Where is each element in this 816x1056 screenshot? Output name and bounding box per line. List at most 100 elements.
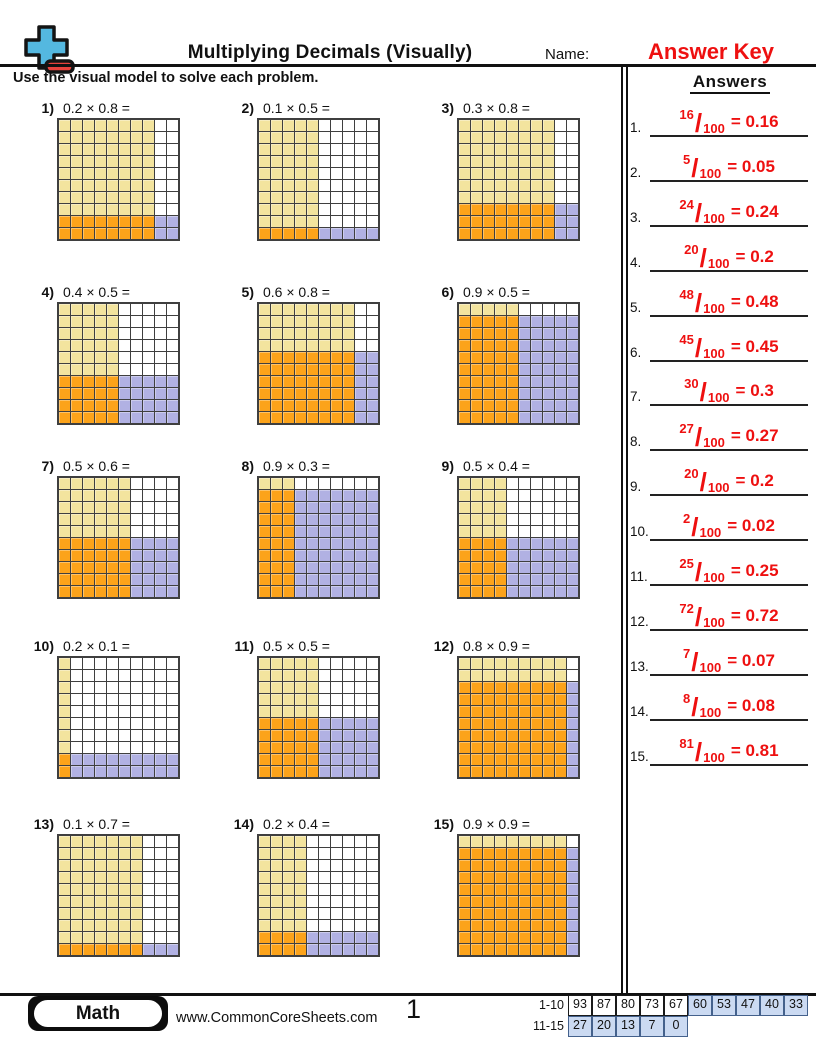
grid-cell bbox=[531, 316, 542, 327]
grid-cell bbox=[155, 718, 166, 729]
grid-cell bbox=[495, 766, 506, 777]
grid-cell bbox=[471, 168, 482, 179]
grid-cell bbox=[155, 742, 166, 753]
grid-cell bbox=[319, 730, 330, 741]
grid-cell bbox=[483, 180, 494, 191]
grid-cell bbox=[507, 754, 518, 765]
grid-cell bbox=[143, 872, 154, 883]
grid-cell bbox=[459, 144, 470, 155]
grid-cell bbox=[459, 586, 470, 597]
answer-fraction: 7/100 = 0.07 bbox=[650, 645, 808, 677]
grid-cell bbox=[355, 340, 366, 351]
grid-cell bbox=[555, 502, 566, 513]
problem: 13) 0.1 × 0.7 = bbox=[28, 816, 220, 957]
grid-cell bbox=[295, 836, 306, 847]
grid-cell bbox=[59, 412, 70, 423]
grid-cell bbox=[283, 884, 294, 895]
grid-cell bbox=[483, 502, 494, 513]
decimal-grid bbox=[257, 118, 380, 241]
grid-cell bbox=[343, 908, 354, 919]
grid-cell bbox=[283, 706, 294, 717]
answer-line bbox=[650, 764, 808, 766]
problem-label: 15) 0.9 × 0.9 = bbox=[428, 816, 620, 833]
grid-cell bbox=[483, 376, 494, 387]
grid-cell bbox=[271, 502, 282, 513]
grid-cell bbox=[143, 574, 154, 585]
grid-cell bbox=[107, 754, 118, 765]
grid-cell bbox=[531, 908, 542, 919]
problem-number: 4) bbox=[41, 284, 54, 300]
grid-cell bbox=[507, 388, 518, 399]
grid-cell bbox=[71, 836, 82, 847]
grid-cell bbox=[83, 944, 94, 955]
grid-cell bbox=[459, 192, 470, 203]
grid-cell bbox=[531, 502, 542, 513]
problem-label: 7) 0.5 × 0.6 = bbox=[28, 458, 220, 475]
grid-cell bbox=[295, 658, 306, 669]
grid-cell bbox=[355, 848, 366, 859]
grid-cell bbox=[555, 754, 566, 765]
grid-cell bbox=[95, 920, 106, 931]
grid-cell bbox=[107, 412, 118, 423]
decimal-grid bbox=[257, 656, 380, 779]
grid-cell bbox=[259, 400, 270, 411]
grid-cell bbox=[531, 730, 542, 741]
grid-cell bbox=[119, 514, 130, 525]
grid-cell bbox=[59, 562, 70, 573]
grid-cell bbox=[295, 304, 306, 315]
grid-cell bbox=[519, 364, 530, 375]
grid-cell bbox=[295, 526, 306, 537]
grid-cell bbox=[531, 670, 542, 681]
grid-cell bbox=[259, 120, 270, 131]
grid-cell bbox=[167, 550, 178, 561]
grid-cell bbox=[483, 304, 494, 315]
grid-cell bbox=[155, 694, 166, 705]
grid-cell bbox=[307, 132, 318, 143]
grid-cell bbox=[495, 932, 506, 943]
grid-cell bbox=[295, 860, 306, 871]
grid-cell bbox=[355, 192, 366, 203]
grid-cell bbox=[543, 204, 554, 215]
grid-cell bbox=[83, 718, 94, 729]
grid-cell bbox=[271, 120, 282, 131]
grid-cell bbox=[567, 836, 578, 847]
grid-cell bbox=[343, 364, 354, 375]
grid-cell bbox=[543, 920, 554, 931]
grid-cell bbox=[367, 340, 378, 351]
grid-cell bbox=[459, 400, 470, 411]
grid-cell bbox=[531, 376, 542, 387]
grid-cell bbox=[495, 340, 506, 351]
problem-expression: 0.1 × 0.5 = bbox=[263, 100, 330, 116]
answer-item: 1. 16/100 = 0.16 bbox=[630, 101, 808, 138]
grid-cell bbox=[531, 180, 542, 191]
answer-number: 5. bbox=[630, 300, 642, 315]
answer-item: 6. 45/100 = 0.45 bbox=[630, 326, 808, 363]
grid-cell bbox=[59, 538, 70, 549]
grid-cell bbox=[507, 872, 518, 883]
grid-cell bbox=[543, 848, 554, 859]
grid-cell bbox=[283, 526, 294, 537]
grid-cell bbox=[483, 884, 494, 895]
fraction-numerator: 7 bbox=[683, 646, 691, 661]
grid-cell bbox=[131, 896, 142, 907]
grid-cell bbox=[567, 884, 578, 895]
grid-cell bbox=[519, 180, 530, 191]
grid-cell bbox=[343, 574, 354, 585]
grid-cell bbox=[543, 754, 554, 765]
grid-cell bbox=[531, 192, 542, 203]
grid-cell bbox=[95, 658, 106, 669]
score-cell: 0 bbox=[664, 1016, 688, 1037]
grid-cell bbox=[107, 860, 118, 871]
grid-cell bbox=[471, 730, 482, 741]
grid-cell bbox=[483, 766, 494, 777]
grid-cell bbox=[507, 884, 518, 895]
grid-cell bbox=[483, 340, 494, 351]
grid-cell bbox=[131, 490, 142, 501]
grid-cell bbox=[155, 550, 166, 561]
grid-cell bbox=[95, 896, 106, 907]
fraction-denominator: 100 bbox=[703, 570, 725, 585]
grid-cell bbox=[71, 538, 82, 549]
grid-cell bbox=[259, 718, 270, 729]
grid-cell bbox=[495, 120, 506, 131]
grid-cell bbox=[283, 304, 294, 315]
